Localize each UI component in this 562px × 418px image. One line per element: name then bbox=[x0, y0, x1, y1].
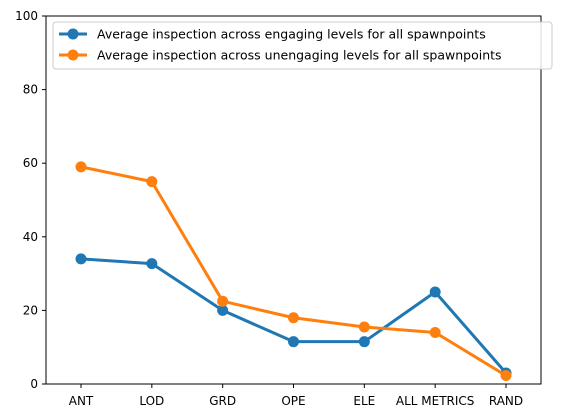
legend-label-1: Average inspection across engaging level… bbox=[97, 27, 486, 42]
series-1-point-grd bbox=[217, 304, 229, 316]
x-tick-label-ope: OPE bbox=[281, 394, 305, 408]
series-2 bbox=[75, 161, 512, 382]
series-1-point-lod bbox=[146, 258, 158, 270]
x-tick-label-all-metrics: ALL METRICS bbox=[396, 394, 475, 408]
series-2-point-rand bbox=[500, 370, 512, 382]
legend: Average inspection across engaging level… bbox=[52, 21, 553, 70]
y-tick-label-60: 60 bbox=[23, 156, 38, 170]
series-1-point-all-metrics bbox=[429, 286, 441, 298]
series-2-point-ele bbox=[358, 321, 370, 333]
x-tick-label-grd: GRD bbox=[209, 394, 236, 408]
series-1-point-ele bbox=[358, 336, 370, 348]
x-tick-label-ele: ELE bbox=[353, 394, 375, 408]
y-tick-label-40: 40 bbox=[23, 230, 38, 244]
series-2-point-grd bbox=[217, 295, 229, 307]
legend-item-2: Average inspection across unengaging lev… bbox=[59, 48, 502, 63]
series-2-point-ant bbox=[75, 161, 87, 173]
x-tick-label-lod: LOD bbox=[139, 394, 164, 408]
x-tick-label-ant: ANT bbox=[69, 394, 94, 408]
series-1-point-ope bbox=[288, 336, 299, 348]
y-tick-label-100: 100 bbox=[15, 9, 38, 23]
series-2-point-ope bbox=[288, 312, 299, 324]
legend-box bbox=[52, 21, 553, 70]
legend-label-2: Average inspection across unengaging lev… bbox=[97, 48, 502, 63]
series-2-point-lod bbox=[146, 176, 158, 188]
y-tick-label-0: 0 bbox=[30, 377, 38, 391]
legend-item-1: Average inspection across engaging level… bbox=[59, 27, 486, 42]
legend-marker-2 bbox=[67, 49, 79, 61]
series-2-point-all-metrics bbox=[429, 326, 441, 338]
x-tick-label-rand: RAND bbox=[489, 394, 523, 408]
y-tick-label-20: 20 bbox=[23, 303, 38, 317]
y-tick-label-80: 80 bbox=[23, 83, 38, 97]
series-1-point-ant bbox=[75, 253, 87, 265]
legend-marker-1 bbox=[67, 28, 79, 40]
